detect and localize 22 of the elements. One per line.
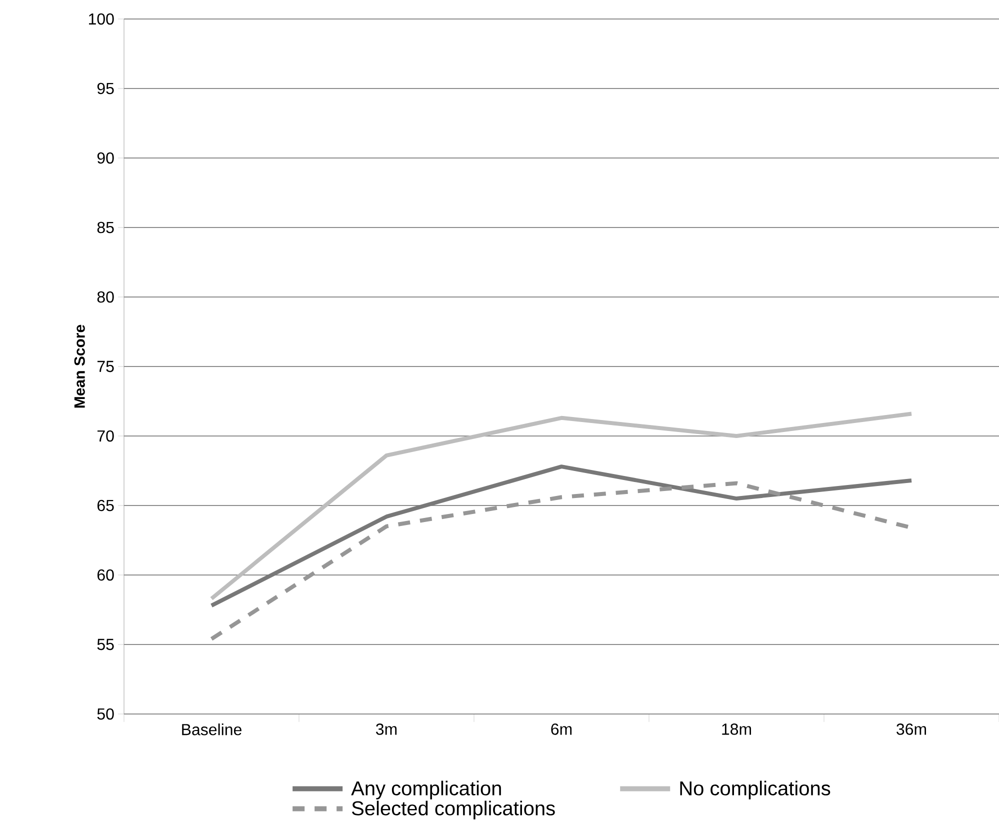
y-tick-label: 55 (97, 638, 114, 650)
y-tick-label: 65 (97, 500, 114, 512)
y-tick-label: 60 (97, 569, 114, 581)
y-tick-label: 100 (89, 13, 114, 25)
y-tick-label: 85 (97, 222, 114, 234)
x-tick-label: 3m (376, 724, 397, 735)
line-series (210, 464, 914, 608)
y-tick-label: 95 (97, 82, 114, 94)
legend-label: Any complication (351, 780, 501, 800)
x-tick-label: 6m (551, 724, 572, 735)
x-tick-label: 18m (722, 724, 751, 735)
x-tick-label: 36m (896, 724, 926, 735)
y-tick-label: 90 (97, 152, 114, 164)
line-series (210, 412, 914, 601)
y-tick-label: 75 (97, 360, 114, 372)
y-axis-title: Mean Score (74, 324, 85, 408)
x-tick-label: Baseline (182, 724, 242, 736)
y-tick-label: 80 (97, 291, 114, 303)
legend-label: No complications (680, 780, 830, 800)
y-tick-label: 50 (97, 708, 114, 720)
legend-label: Selected complications (352, 800, 555, 820)
y-tick-label: 70 (97, 430, 114, 442)
